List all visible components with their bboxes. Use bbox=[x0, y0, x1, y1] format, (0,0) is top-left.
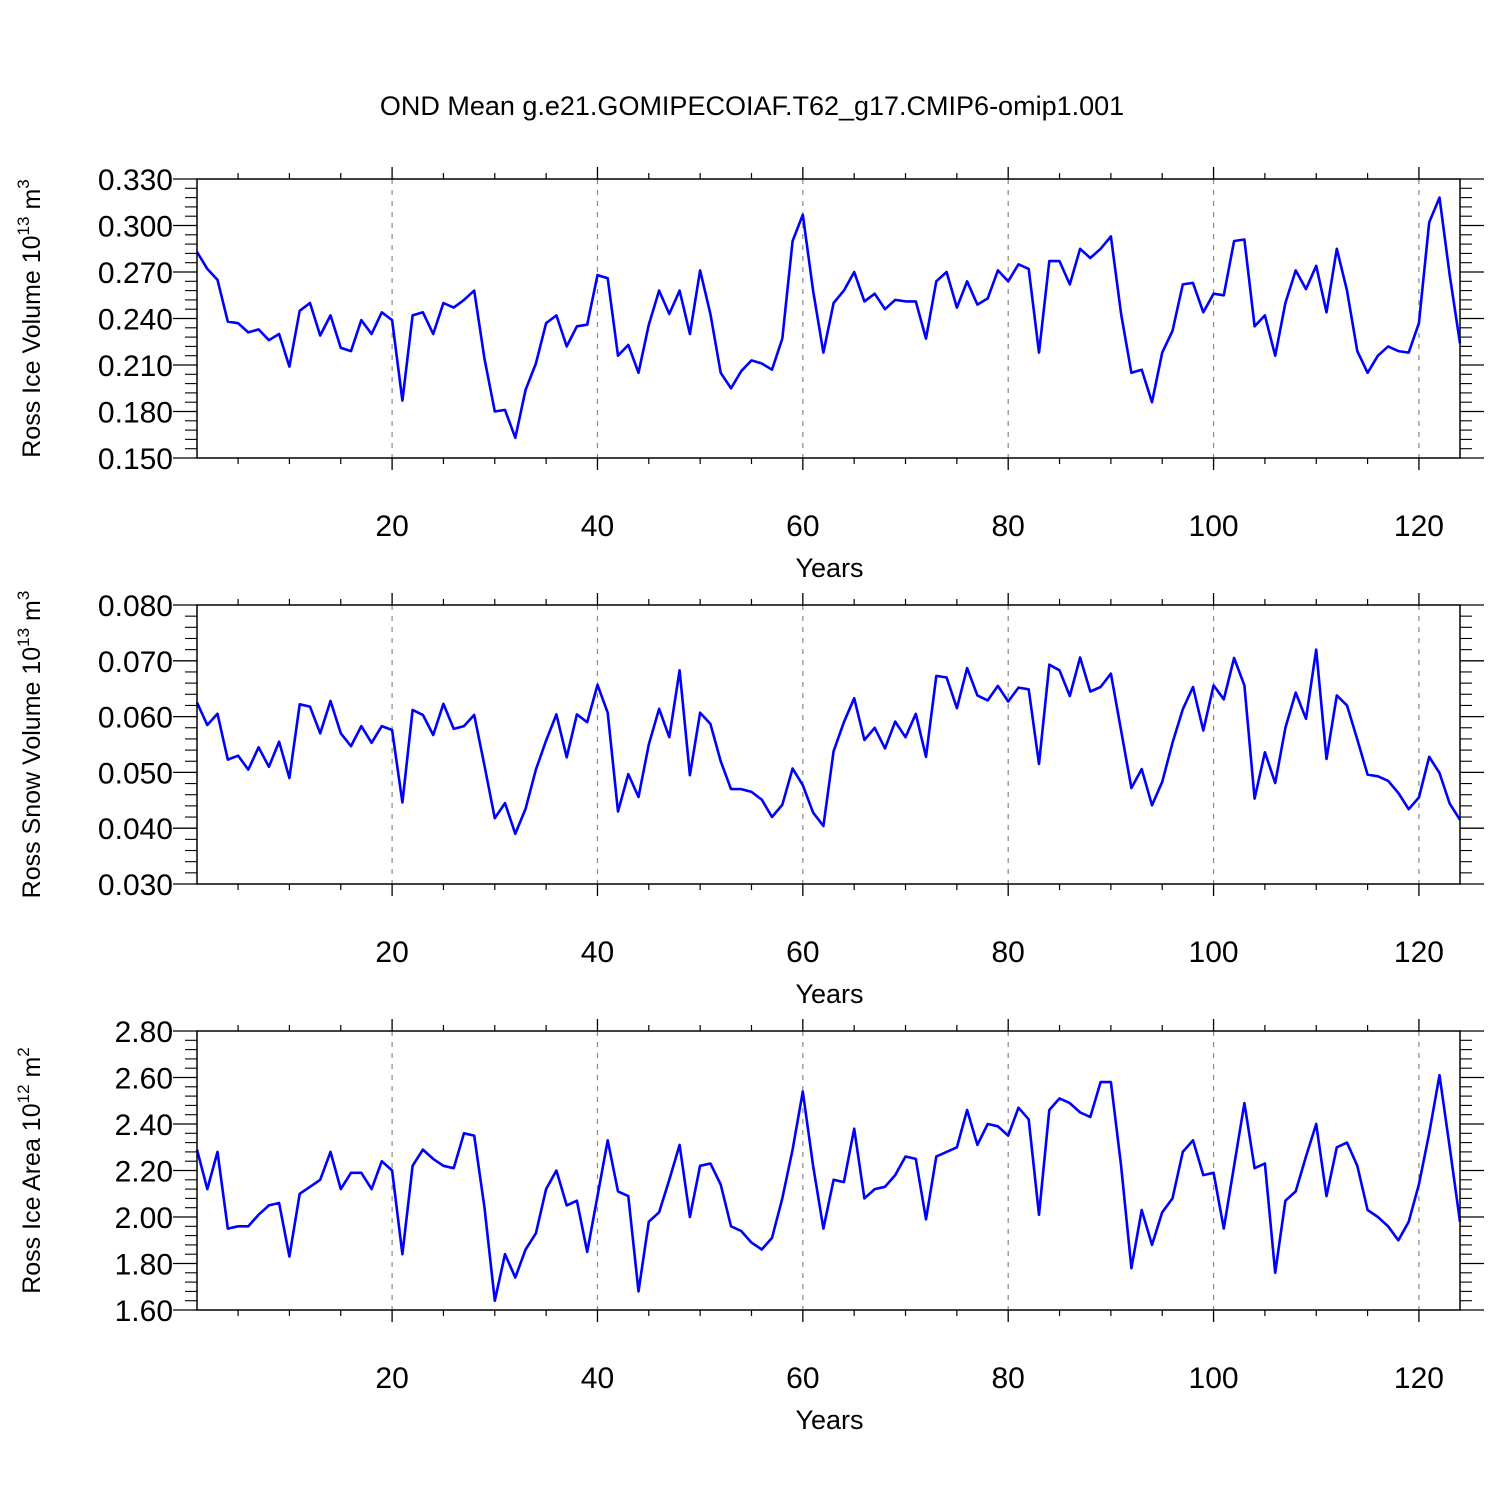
x-tick-label: 100 bbox=[1189, 510, 1239, 543]
y-tick-label: 2.20 bbox=[115, 1156, 173, 1189]
y-tick-label: 0.060 bbox=[98, 702, 173, 735]
plot-frame bbox=[196, 1030, 1461, 1311]
y-tick-label: 0.040 bbox=[98, 813, 173, 846]
y-tick-label: 2.60 bbox=[115, 1063, 173, 1096]
x-tick-label: 20 bbox=[375, 936, 408, 969]
y-tick-label: 2.80 bbox=[115, 1016, 173, 1049]
y-tick-label: 0.270 bbox=[98, 257, 173, 290]
x-axis-label: Years bbox=[795, 979, 863, 1009]
y-tick-label: 0.150 bbox=[98, 443, 173, 476]
figure-title: OND Mean g.e21.GOMIPECOIAF.T62_g17.CMIP6… bbox=[380, 91, 1124, 121]
y-tick-label: 1.80 bbox=[115, 1249, 173, 1282]
y-tick-label: 0.210 bbox=[98, 350, 173, 383]
series-line bbox=[195, 648, 1462, 836]
x-tick-label: 120 bbox=[1394, 1362, 1444, 1395]
y-tick-label: 0.030 bbox=[98, 869, 173, 902]
y-tick-label: 1.60 bbox=[115, 1295, 173, 1328]
x-tick-label: 80 bbox=[992, 936, 1025, 969]
x-tick-label: 120 bbox=[1394, 936, 1444, 969]
y-axis-label: Ross Snow Volume 1013 m3 bbox=[14, 591, 46, 899]
y-tick-label: 0.240 bbox=[98, 304, 173, 337]
plot-frame bbox=[196, 604, 1461, 885]
x-tick-label: 60 bbox=[786, 936, 819, 969]
x-tick-label: 60 bbox=[786, 510, 819, 543]
x-tick-label: 60 bbox=[786, 1362, 819, 1395]
x-tick-label: 100 bbox=[1189, 1362, 1239, 1395]
series-line bbox=[195, 196, 1462, 440]
x-axis-label: Years bbox=[795, 553, 863, 583]
x-tick-label: 120 bbox=[1394, 510, 1444, 543]
y-axis-label: Ross Ice Volume 1013 m3 bbox=[14, 179, 46, 458]
y-axis-label: Ross Ice Area 1012 m2 bbox=[14, 1047, 46, 1294]
series-line bbox=[195, 1073, 1462, 1302]
chart-panel-3: 20 40 60 80 100 120 1.60 1.80 2.00 2.20 2.40 2.60 2.… bbox=[14, 1016, 1484, 1435]
x-axis-label: Years bbox=[795, 1405, 863, 1435]
x-tick-label: 20 bbox=[375, 1362, 408, 1395]
y-tick-label: 0.050 bbox=[98, 757, 173, 790]
y-tick-label: 2.40 bbox=[115, 1109, 173, 1142]
y-tick-label: 0.300 bbox=[98, 211, 173, 244]
chart-panel-2: 20 40 60 80 100 120 0.030 0.040 0.050 0.060 0.070 0… bbox=[14, 590, 1484, 1009]
x-tick-label: 40 bbox=[581, 1362, 614, 1395]
x-tick-label: 40 bbox=[581, 510, 614, 543]
x-tick-label: 80 bbox=[992, 1362, 1025, 1395]
y-tick-label: 0.070 bbox=[98, 646, 173, 679]
x-tick-label: 40 bbox=[581, 936, 614, 969]
x-tick-label: 100 bbox=[1189, 936, 1239, 969]
y-tick-label: 0.330 bbox=[98, 164, 173, 197]
x-tick-label: 80 bbox=[992, 510, 1025, 543]
chart-panel-1: 20 40 60 80 100 120 0.150 0.180 0.210 0.240 0.270 0… bbox=[14, 164, 1484, 583]
y-tick-label: 0.080 bbox=[98, 590, 173, 623]
y-tick-label: 2.00 bbox=[115, 1202, 173, 1235]
plot-frame bbox=[196, 178, 1461, 459]
y-tick-label: 0.180 bbox=[98, 397, 173, 430]
x-tick-label: 20 bbox=[375, 510, 408, 543]
